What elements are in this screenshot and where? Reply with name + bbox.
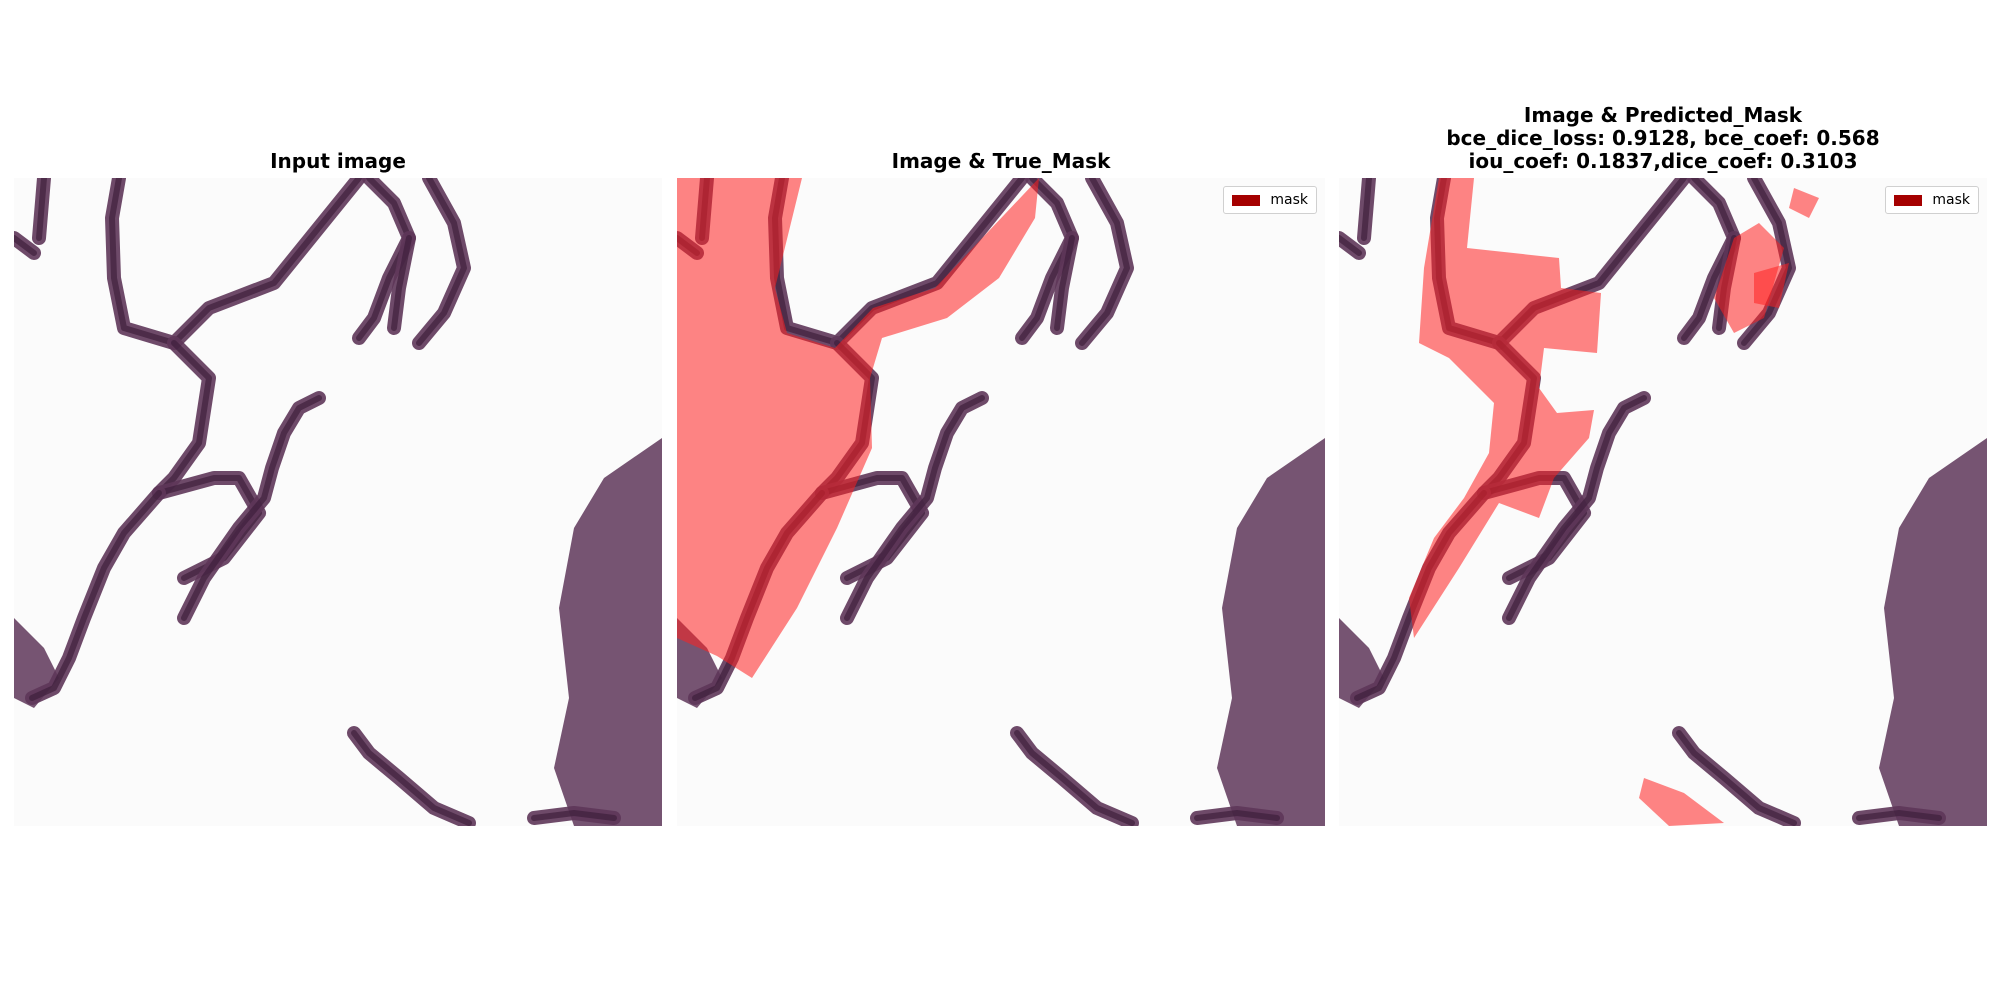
true-mask-panel: mask [677, 178, 1325, 826]
legend: mask [1223, 186, 1317, 214]
predicted-mask-image [1339, 178, 1987, 826]
panel-3-title-line-1: Image & Predicted_Mask [1523, 103, 1803, 127]
tissue-mass [554, 438, 662, 826]
panel-2-title: Image & True_Mask [891, 149, 1111, 173]
tissue-strand [181, 395, 322, 621]
tissue-strand [1856, 810, 1942, 821]
tissue-strand [109, 178, 362, 346]
tissue-strand [1741, 178, 1792, 346]
tissue-strand [14, 235, 37, 256]
tissue-strand [1361, 178, 1372, 241]
tissue-mass [1879, 438, 1987, 826]
tissue-strand [36, 178, 47, 241]
tissue-strand [29, 490, 162, 701]
tissue-strand [391, 235, 412, 331]
true-mask-image [677, 178, 1325, 826]
panel-1-title: Input image [270, 149, 406, 173]
legend-swatch [1894, 194, 1923, 206]
panel-3-title-line-3: iou_coef: 0.1837,dice_coef: 0.3103 [1468, 149, 1858, 173]
tissue-strand [156, 340, 212, 496]
tissue-layer [1339, 178, 1987, 826]
legend-label: mask [1932, 192, 1970, 208]
predicted-mask-region-bottom [1639, 778, 1724, 826]
tissue-strand [1010, 726, 1139, 826]
predicted-mask-region-main [1409, 178, 1601, 638]
true-mask-overlay [677, 178, 1039, 678]
tissue-layer [14, 178, 662, 826]
panel-3-title-line-2: bce_dice_loss: 0.9128, bce_coef: 0.568 [1446, 126, 1880, 150]
panel-3-title: Image & Predicted_Mask bce_dice_loss: 0.… [1339, 104, 1987, 173]
tissue-strand [1194, 810, 1280, 821]
tissue-strand [1054, 235, 1075, 331]
tissue-strand [1506, 395, 1647, 621]
tissue-strand [1079, 178, 1130, 346]
tissue-strand [531, 810, 617, 821]
tissue-strand [347, 726, 476, 826]
tissue-strand [416, 178, 467, 346]
predicted-mask-region-small [1754, 263, 1789, 308]
predicted-mask-region-top [1789, 188, 1819, 218]
tissue-strand [351, 730, 472, 826]
legend-label: mask [1270, 192, 1308, 208]
input-image [14, 178, 662, 826]
tissue-strand [1339, 235, 1362, 256]
predicted-mask-panel: mask [1339, 178, 1987, 826]
tissue-strand [105, 178, 366, 350]
legend-swatch [1232, 194, 1261, 206]
legend: mask [1885, 186, 1979, 214]
tissue-strand [844, 395, 985, 621]
tissue-mass [1217, 438, 1325, 826]
input-image-panel [14, 178, 662, 826]
tissue-strand [1014, 730, 1135, 826]
predicted-mask-overlay [1409, 178, 1819, 826]
tissue-strand [1676, 730, 1797, 826]
